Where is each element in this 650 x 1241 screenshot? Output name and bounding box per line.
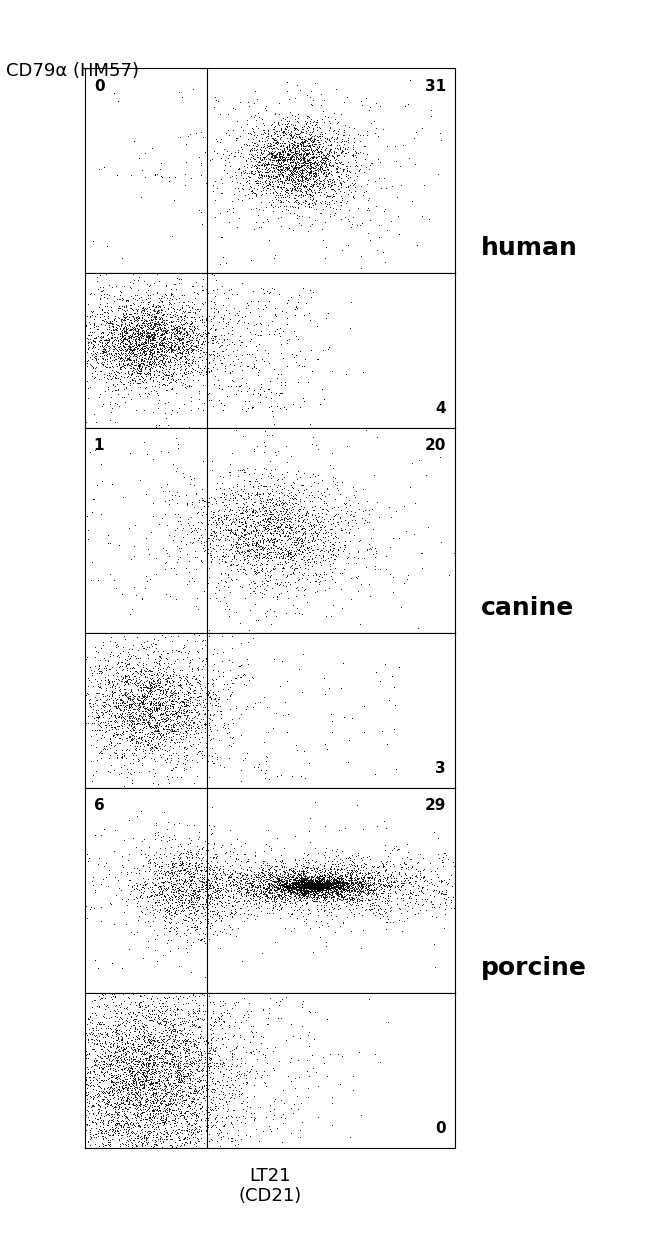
Text: 3: 3 xyxy=(435,761,446,776)
Text: 29: 29 xyxy=(424,798,446,813)
Text: 1: 1 xyxy=(94,438,104,453)
Text: 20: 20 xyxy=(424,438,446,453)
Text: 4: 4 xyxy=(435,401,446,416)
Text: 31: 31 xyxy=(424,78,446,93)
Text: canine: canine xyxy=(481,596,574,620)
Text: 6: 6 xyxy=(94,798,105,813)
Text: 0: 0 xyxy=(94,78,105,93)
Text: LT21
(CD21): LT21 (CD21) xyxy=(238,1167,302,1205)
Text: human: human xyxy=(481,236,578,261)
Text: porcine: porcine xyxy=(481,956,587,980)
Text: 0: 0 xyxy=(435,1121,446,1136)
Text: CD79α (HM57): CD79α (HM57) xyxy=(6,62,140,81)
